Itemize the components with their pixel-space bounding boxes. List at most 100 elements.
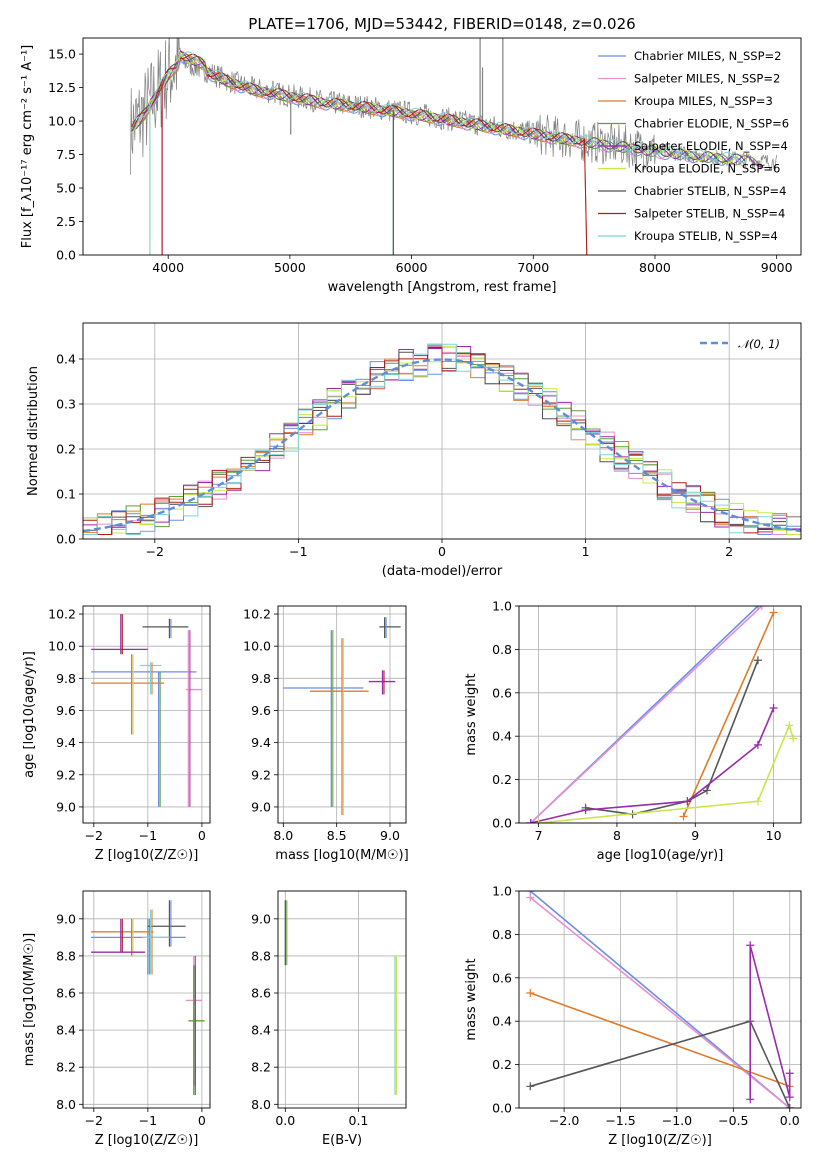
- plot-area: [91, 614, 202, 807]
- panel-6: −2 −1 0 8.0 8.2 8.4 8.6 8.8 9.0 Z [log10(Z/Z☉)] ma…: [22, 890, 211, 1148]
- weight-marker: [703, 786, 711, 795]
- y-tick-label: 0.4: [56, 352, 76, 367]
- y-tick-label: 0.2: [492, 1057, 512, 1072]
- x-axis-label: E(B-V): [322, 1133, 362, 1148]
- weight-series-line: [529, 896, 791, 1108]
- x-tick-label: 0.0: [275, 1113, 295, 1128]
- y-axis-label: mass weight: [464, 958, 479, 1040]
- plot-area: [284, 900, 398, 1096]
- y-axis-label: age [log10(age/yr)]: [22, 651, 37, 778]
- plot-area: [83, 343, 801, 535]
- weight-marker: [785, 1104, 794, 1108]
- axes-frame: [82, 37, 802, 256]
- x-axis-label: Z [log10(Z/Z☉)]: [95, 1133, 199, 1148]
- legend-label: Salpeter ELODIE, N_SSP=4: [634, 139, 788, 153]
- y-tick-label: 8.4: [251, 1023, 271, 1038]
- observed-spectrum: [130, 38, 778, 175]
- x-tick-label: −1.5: [605, 1113, 635, 1128]
- x-tick-label: 10: [766, 828, 782, 843]
- histogram-series: [83, 347, 801, 535]
- y-tick-label: 0.0: [492, 816, 512, 831]
- x-tick-label: −1: [139, 1113, 157, 1128]
- x-tick-label: 1: [582, 544, 590, 559]
- panel-3: −2 −1 0 9.0 9.2 9.4 9.6 9.8 10.0 10.2 Z [log10(Z/Z…: [22, 605, 211, 863]
- x-tick-label: 9.0: [380, 828, 400, 843]
- x-tick-label: −0.5: [718, 1113, 748, 1128]
- weight-marker: [753, 740, 762, 749]
- x-tick-label: 9: [691, 828, 699, 843]
- legend-label: Chabrier STELIB, N_SSP=4: [634, 184, 786, 198]
- weight-marker: [679, 812, 688, 821]
- weight-marker: [746, 941, 755, 950]
- y-tick-label: 0.3: [56, 397, 76, 412]
- y-tick-label: 0.1: [56, 487, 76, 502]
- y-tick-label: 12.5: [48, 80, 76, 95]
- x-tick-label: 0: [198, 1113, 206, 1128]
- y-tick-label: 1.0: [492, 599, 512, 614]
- weight-marker: [757, 606, 766, 610]
- chart-title: PLATE=1706, MJD=53442, FIBERID=0148, z=0…: [248, 15, 635, 33]
- x-tick-label: 8.5: [327, 828, 347, 843]
- y-tick-label: 0.4: [492, 729, 512, 744]
- legend-label: Salpeter STELIB, N_SSP=4: [634, 207, 785, 221]
- x-tick-label: 6000: [396, 260, 428, 275]
- y-tick-label: 8.2: [251, 1060, 271, 1075]
- weight-series-line: [585, 660, 759, 816]
- y-axis-label: mass [log10(M/M☉)]: [22, 933, 37, 1066]
- axes-frame: [518, 890, 802, 1109]
- weight-marker: [526, 819, 535, 823]
- x-tick-label: −2: [146, 544, 164, 559]
- legend-label: Chabrier MILES, N_SSP=2: [634, 49, 781, 63]
- weight-marker: [753, 656, 762, 665]
- y-tick-label: 9.8: [56, 671, 76, 686]
- x-tick-label: 0.0: [780, 1113, 800, 1128]
- x-tick-label: −1.0: [662, 1113, 692, 1128]
- axes-frame: [277, 890, 407, 1109]
- y-tick-label: 9.0: [251, 799, 271, 814]
- y-tick-label: 9.8: [251, 671, 271, 686]
- x-tick-label: −1: [289, 544, 307, 559]
- y-tick-label: 0.6: [492, 970, 512, 985]
- y-tick-label: 10.0: [48, 639, 76, 654]
- axes-frame: [518, 605, 802, 824]
- y-tick-label: 8.2: [56, 1060, 76, 1075]
- legend: Chabrier MILES, N_SSP=2 Salpeter MILES, N…: [598, 49, 789, 243]
- plot-area: [283, 617, 401, 815]
- weight-marker: [785, 721, 794, 730]
- panel-7: 0.0 0.1 8.0 8.2 8.4 8.6 8.8 9.0 E(B-V): [251, 890, 407, 1148]
- gaussian-curve: [83, 358, 801, 533]
- weight-marker: [581, 805, 590, 814]
- y-tick-label: 0.0: [56, 248, 76, 263]
- plot-area: [526, 606, 798, 823]
- y-tick-label: 8.8: [251, 948, 271, 963]
- y-tick-label: 0.8: [492, 927, 512, 942]
- x-tick-label: 8000: [639, 260, 671, 275]
- weight-series-line: [749, 945, 791, 1100]
- legend-label: Kroupa STELIB, N_SSP=4: [634, 229, 778, 243]
- weight-marker: [753, 797, 762, 806]
- axes-frame: [82, 605, 211, 824]
- y-tick-label: 10.2: [48, 607, 76, 622]
- weight-marker: [789, 734, 798, 743]
- x-axis-label: age [log10(age/yr)]: [597, 848, 724, 863]
- y-tick-label: 0.0: [492, 1101, 512, 1116]
- panel-2: −2 −1 0 1 2 0.0 0.1 0.2 0.3 0.4 (data-model)/error…: [26, 322, 802, 579]
- x-tick-label: 0: [438, 544, 446, 559]
- y-tick-label: 0.4: [492, 1014, 512, 1029]
- model-series-line: [131, 51, 746, 164]
- x-tick-label: −1: [139, 828, 157, 843]
- weight-series-line: [682, 612, 775, 817]
- panel-5: 7 8 9 10 0.0 0.2 0.4 0.6 0.8 1.0 age [log10(age/yr…: [464, 599, 802, 863]
- x-tick-label: 4000: [152, 260, 184, 275]
- weight-marker: [683, 797, 692, 806]
- x-tick-label: 0.1: [349, 1113, 369, 1128]
- x-tick-label: 7000: [517, 260, 549, 275]
- panel-1: 4000 5000 6000 7000 8000 9000 0.0 2.5 5.0 7.5 10.0…: [20, 15, 802, 295]
- y-tick-label: 8.8: [56, 948, 76, 963]
- x-tick-label: 8.0: [273, 828, 293, 843]
- legend-label: Kroupa ELODIE, N_SSP=6: [634, 162, 780, 176]
- weight-series-line: [530, 992, 790, 1088]
- legend-label: 𝒩(0, 1): [738, 337, 780, 351]
- model-series-line: [131, 54, 588, 255]
- x-axis-label: Z [log10(Z/Z☉)]: [95, 848, 199, 863]
